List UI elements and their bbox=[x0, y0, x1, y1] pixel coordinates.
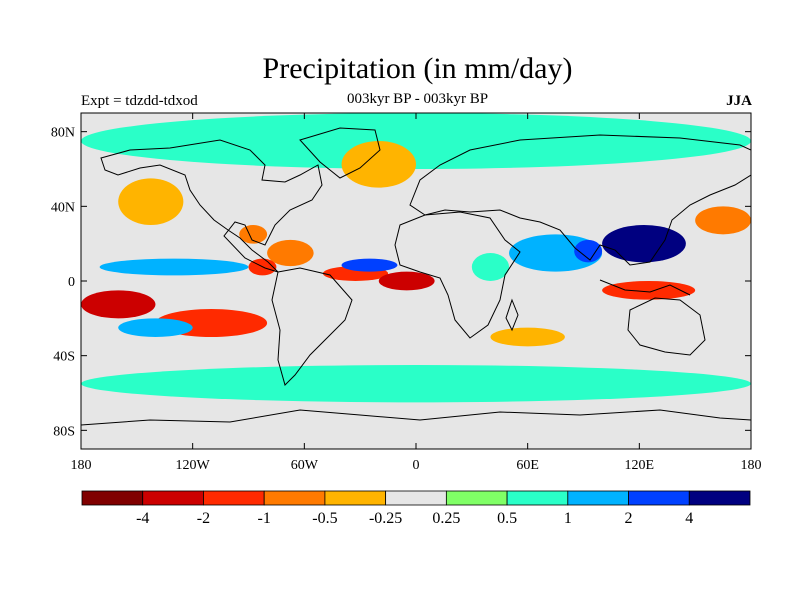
lon-tick-label: 120E bbox=[625, 458, 655, 473]
coast-north-america bbox=[100, 139, 323, 273]
chart-title: Precipitation (in mm/day) bbox=[262, 52, 573, 85]
precip-regions bbox=[81, 113, 751, 403]
lon-tick-label: 180 bbox=[71, 458, 92, 473]
precip-region bbox=[574, 239, 603, 263]
precip-region bbox=[118, 178, 184, 226]
colorbar-swatch bbox=[263, 490, 326, 506]
precip-region bbox=[341, 141, 416, 188]
colorbar-swatch bbox=[324, 490, 387, 506]
experiment-label: Expt = tdzdd-tdxod bbox=[81, 93, 198, 109]
lat-tick-label: 80S bbox=[53, 424, 75, 439]
colorbar-label: 1 bbox=[564, 510, 572, 527]
colorbar-swatch bbox=[385, 490, 447, 506]
lon-tick-label: 60E bbox=[516, 458, 539, 473]
precip-region bbox=[378, 271, 435, 291]
precip-region bbox=[471, 253, 510, 281]
colorbar-swatch bbox=[567, 490, 629, 506]
lon-tick-label: 120W bbox=[176, 458, 211, 473]
colorbar-label: 2 bbox=[625, 510, 633, 527]
lon-tick-label: 60W bbox=[291, 458, 319, 473]
lat-tick-label: 80N bbox=[51, 126, 75, 141]
colorbar-label: -0.25 bbox=[369, 510, 402, 527]
precip-region bbox=[81, 365, 751, 403]
colorbar-swatch bbox=[628, 490, 690, 506]
colorbar-label: -0.5 bbox=[312, 510, 337, 527]
coast-eurasia bbox=[409, 134, 751, 266]
coastlines bbox=[81, 127, 751, 426]
precip-region bbox=[490, 327, 565, 347]
precip-region bbox=[81, 113, 751, 169]
coast-south-america bbox=[271, 267, 353, 386]
colorbar-label: 0.5 bbox=[497, 510, 517, 527]
colorbar-label: 0.25 bbox=[432, 510, 460, 527]
lat-tick-label: 40N bbox=[51, 200, 75, 215]
colorbar: -4 -2 -1 -0.5 -0.25 0.25 0.5 1 2 4 bbox=[81, 490, 751, 527]
coast-australia bbox=[627, 297, 706, 356]
colorbar-label: -2 bbox=[197, 510, 210, 527]
precip-region bbox=[239, 225, 268, 244]
colorbar-swatch bbox=[203, 490, 265, 506]
longitude-ticks: 180 120W 60W 0 60E 120E 180 bbox=[71, 113, 762, 473]
colorbar-label: -1 bbox=[258, 510, 271, 527]
coast-greenland bbox=[299, 127, 381, 179]
precip-region bbox=[267, 239, 314, 267]
coast-africa bbox=[394, 211, 521, 339]
coast-antarctica bbox=[81, 409, 751, 426]
colorbar-label: -4 bbox=[136, 510, 149, 527]
period-label: 003kyr BP - 003kyr BP bbox=[346, 91, 489, 107]
lon-tick-label: 0 bbox=[413, 458, 420, 473]
colorbar-swatch bbox=[688, 490, 751, 506]
precip-region bbox=[695, 206, 751, 235]
lon-tick-label: 180 bbox=[741, 458, 762, 473]
precip-region bbox=[118, 318, 193, 337]
colorbar-label: 4 bbox=[685, 510, 693, 527]
latitude-ticks: 80N 40N 0 40S 80S bbox=[51, 126, 751, 439]
precip-region bbox=[99, 258, 249, 276]
coast-madagascar bbox=[505, 298, 519, 332]
colorbar-swatch bbox=[445, 490, 508, 506]
precip-region bbox=[81, 290, 156, 319]
season-label: JJA bbox=[726, 93, 752, 109]
colorbar-swatch bbox=[81, 490, 144, 506]
precip-region bbox=[602, 225, 686, 263]
colorbar-swatch bbox=[142, 490, 204, 506]
coast-indonesia bbox=[599, 279, 691, 296]
precip-region bbox=[341, 258, 398, 272]
colorbar-swatch bbox=[506, 490, 569, 506]
lat-tick-label: 0 bbox=[68, 275, 75, 290]
lat-tick-label: 40S bbox=[53, 350, 75, 365]
